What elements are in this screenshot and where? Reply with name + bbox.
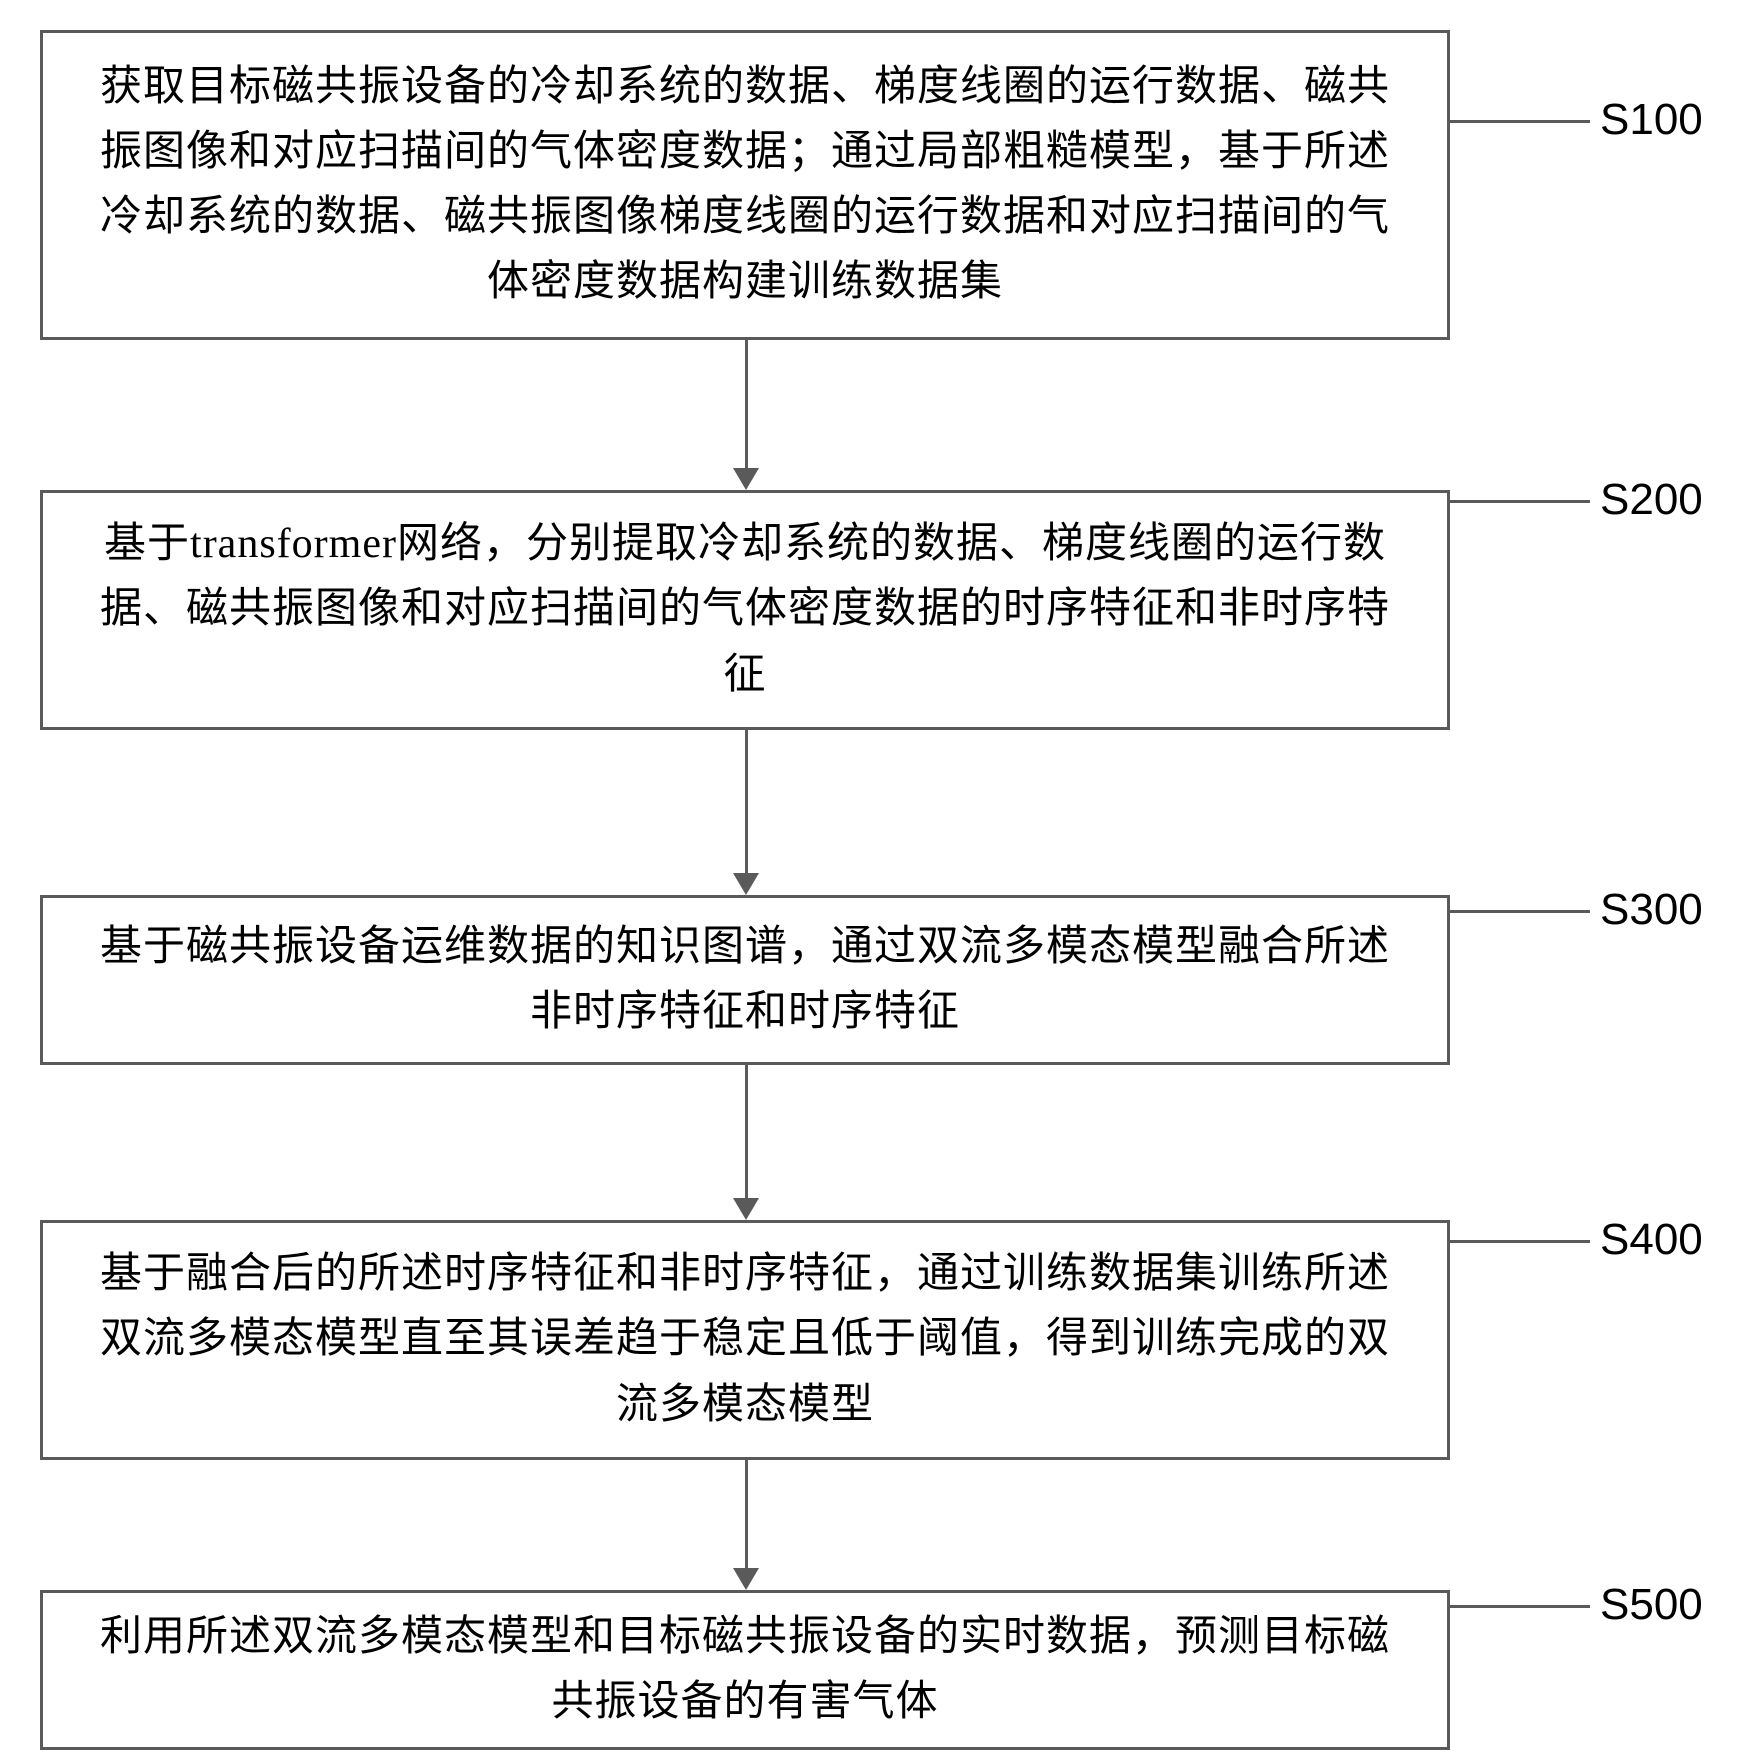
step-box-s500: 利用所述双流多模态模型和目标磁共振设备的实时数据，预测目标磁共振设备的有害气体	[40, 1590, 1450, 1750]
arrowhead-s200-s300	[733, 873, 759, 895]
step-box-s300: 基于磁共振设备运维数据的知识图谱，通过双流多模态模型融合所述非时序特征和时序特征	[40, 895, 1450, 1065]
arrowhead-s400-s500	[733, 1568, 759, 1590]
connector-s400-s500	[745, 1460, 748, 1568]
leader-s500	[1450, 1605, 1590, 1608]
step-box-s100: 获取目标磁共振设备的冷却系统的数据、梯度线圈的运行数据、磁共振图像和对应扫描间的…	[40, 30, 1450, 340]
leader-s100	[1450, 120, 1590, 123]
connector-s300-s400	[745, 1065, 748, 1198]
leader-s200	[1450, 500, 1590, 503]
step-text-s400: 基于融合后的所述时序特征和非时序特征，通过训练数据集训练所述双流多模态模型直至其…	[83, 1242, 1407, 1437]
connector-s200-s300	[745, 730, 748, 873]
step-text-s100: 获取目标磁共振设备的冷却系统的数据、梯度线圈的运行数据、磁共振图像和对应扫描间的…	[83, 55, 1407, 315]
step-label-s300: S300	[1600, 885, 1703, 935]
step-label-s400: S400	[1600, 1215, 1703, 1265]
step-label-s200: S200	[1600, 475, 1703, 525]
step-box-s400: 基于融合后的所述时序特征和非时序特征，通过训练数据集训练所述双流多模态模型直至其…	[40, 1220, 1450, 1460]
step-box-s200: 基于transformer网络，分别提取冷却系统的数据、梯度线圈的运行数据、磁共…	[40, 490, 1450, 730]
leader-s300	[1450, 910, 1590, 913]
step-text-s300: 基于磁共振设备运维数据的知识图谱，通过双流多模态模型融合所述非时序特征和时序特征	[83, 915, 1407, 1045]
arrowhead-s100-s200	[733, 468, 759, 490]
step-label-s100: S100	[1600, 95, 1703, 145]
flowchart-canvas: 获取目标磁共振设备的冷却系统的数据、梯度线圈的运行数据、磁共振图像和对应扫描间的…	[0, 0, 1750, 1759]
arrowhead-s300-s400	[733, 1198, 759, 1220]
connector-s100-s200	[745, 340, 748, 468]
step-text-s200: 基于transformer网络，分别提取冷却系统的数据、梯度线圈的运行数据、磁共…	[83, 512, 1407, 707]
step-label-s500: S500	[1600, 1580, 1703, 1630]
leader-s400	[1450, 1240, 1590, 1243]
step-text-s500: 利用所述双流多模态模型和目标磁共振设备的实时数据，预测目标磁共振设备的有害气体	[83, 1605, 1407, 1735]
